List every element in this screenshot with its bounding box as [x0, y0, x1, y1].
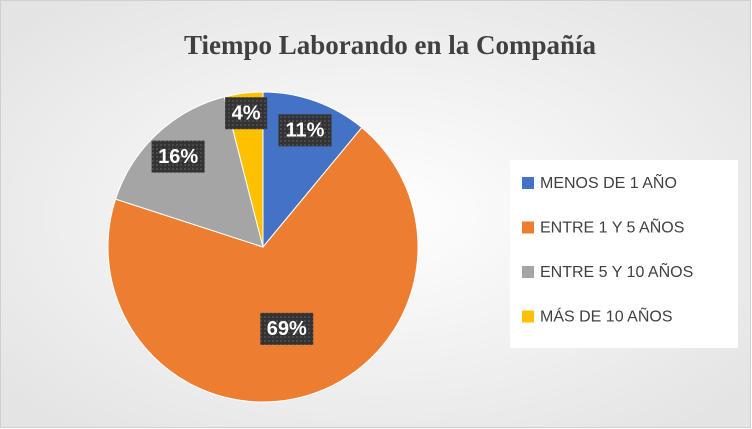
legend-swatch: [522, 177, 534, 189]
legend: MENOS DE 1 AÑO ENTRE 1 Y 5 AÑOS ENTRE 5 Y …: [522, 172, 693, 326]
data-label-box: [225, 97, 268, 130]
legend-label: MENOS DE 1 AÑO: [540, 172, 677, 192]
data-label-box: [278, 114, 332, 147]
data-label: 16%: [158, 146, 198, 168]
data-label: 4%: [232, 102, 261, 124]
legend-swatch: [522, 310, 534, 323]
pie-slice: [107, 126, 419, 403]
data-label-box: [260, 312, 314, 345]
legend-swatch: [522, 266, 534, 278]
legend-label: MÁS DE 10 AÑOS: [540, 306, 673, 326]
pie: [107, 91, 419, 403]
data-label-box: [151, 140, 205, 173]
legend-label: ENTRE 1 Y 5 AÑOS: [540, 217, 684, 237]
legend-swatch: [522, 221, 534, 234]
legend-box: [510, 160, 738, 348]
pie-slice: [223, 91, 264, 248]
legend-label: ENTRE 5 Y 10 AÑOS: [540, 261, 693, 281]
data-label: 69%: [267, 318, 307, 340]
data-label: 11%: [286, 120, 325, 142]
chart-title: Tiempo Laborando en la Compañía: [184, 30, 597, 60]
data-labels: 11% 69% 16% 4%: [151, 97, 332, 345]
